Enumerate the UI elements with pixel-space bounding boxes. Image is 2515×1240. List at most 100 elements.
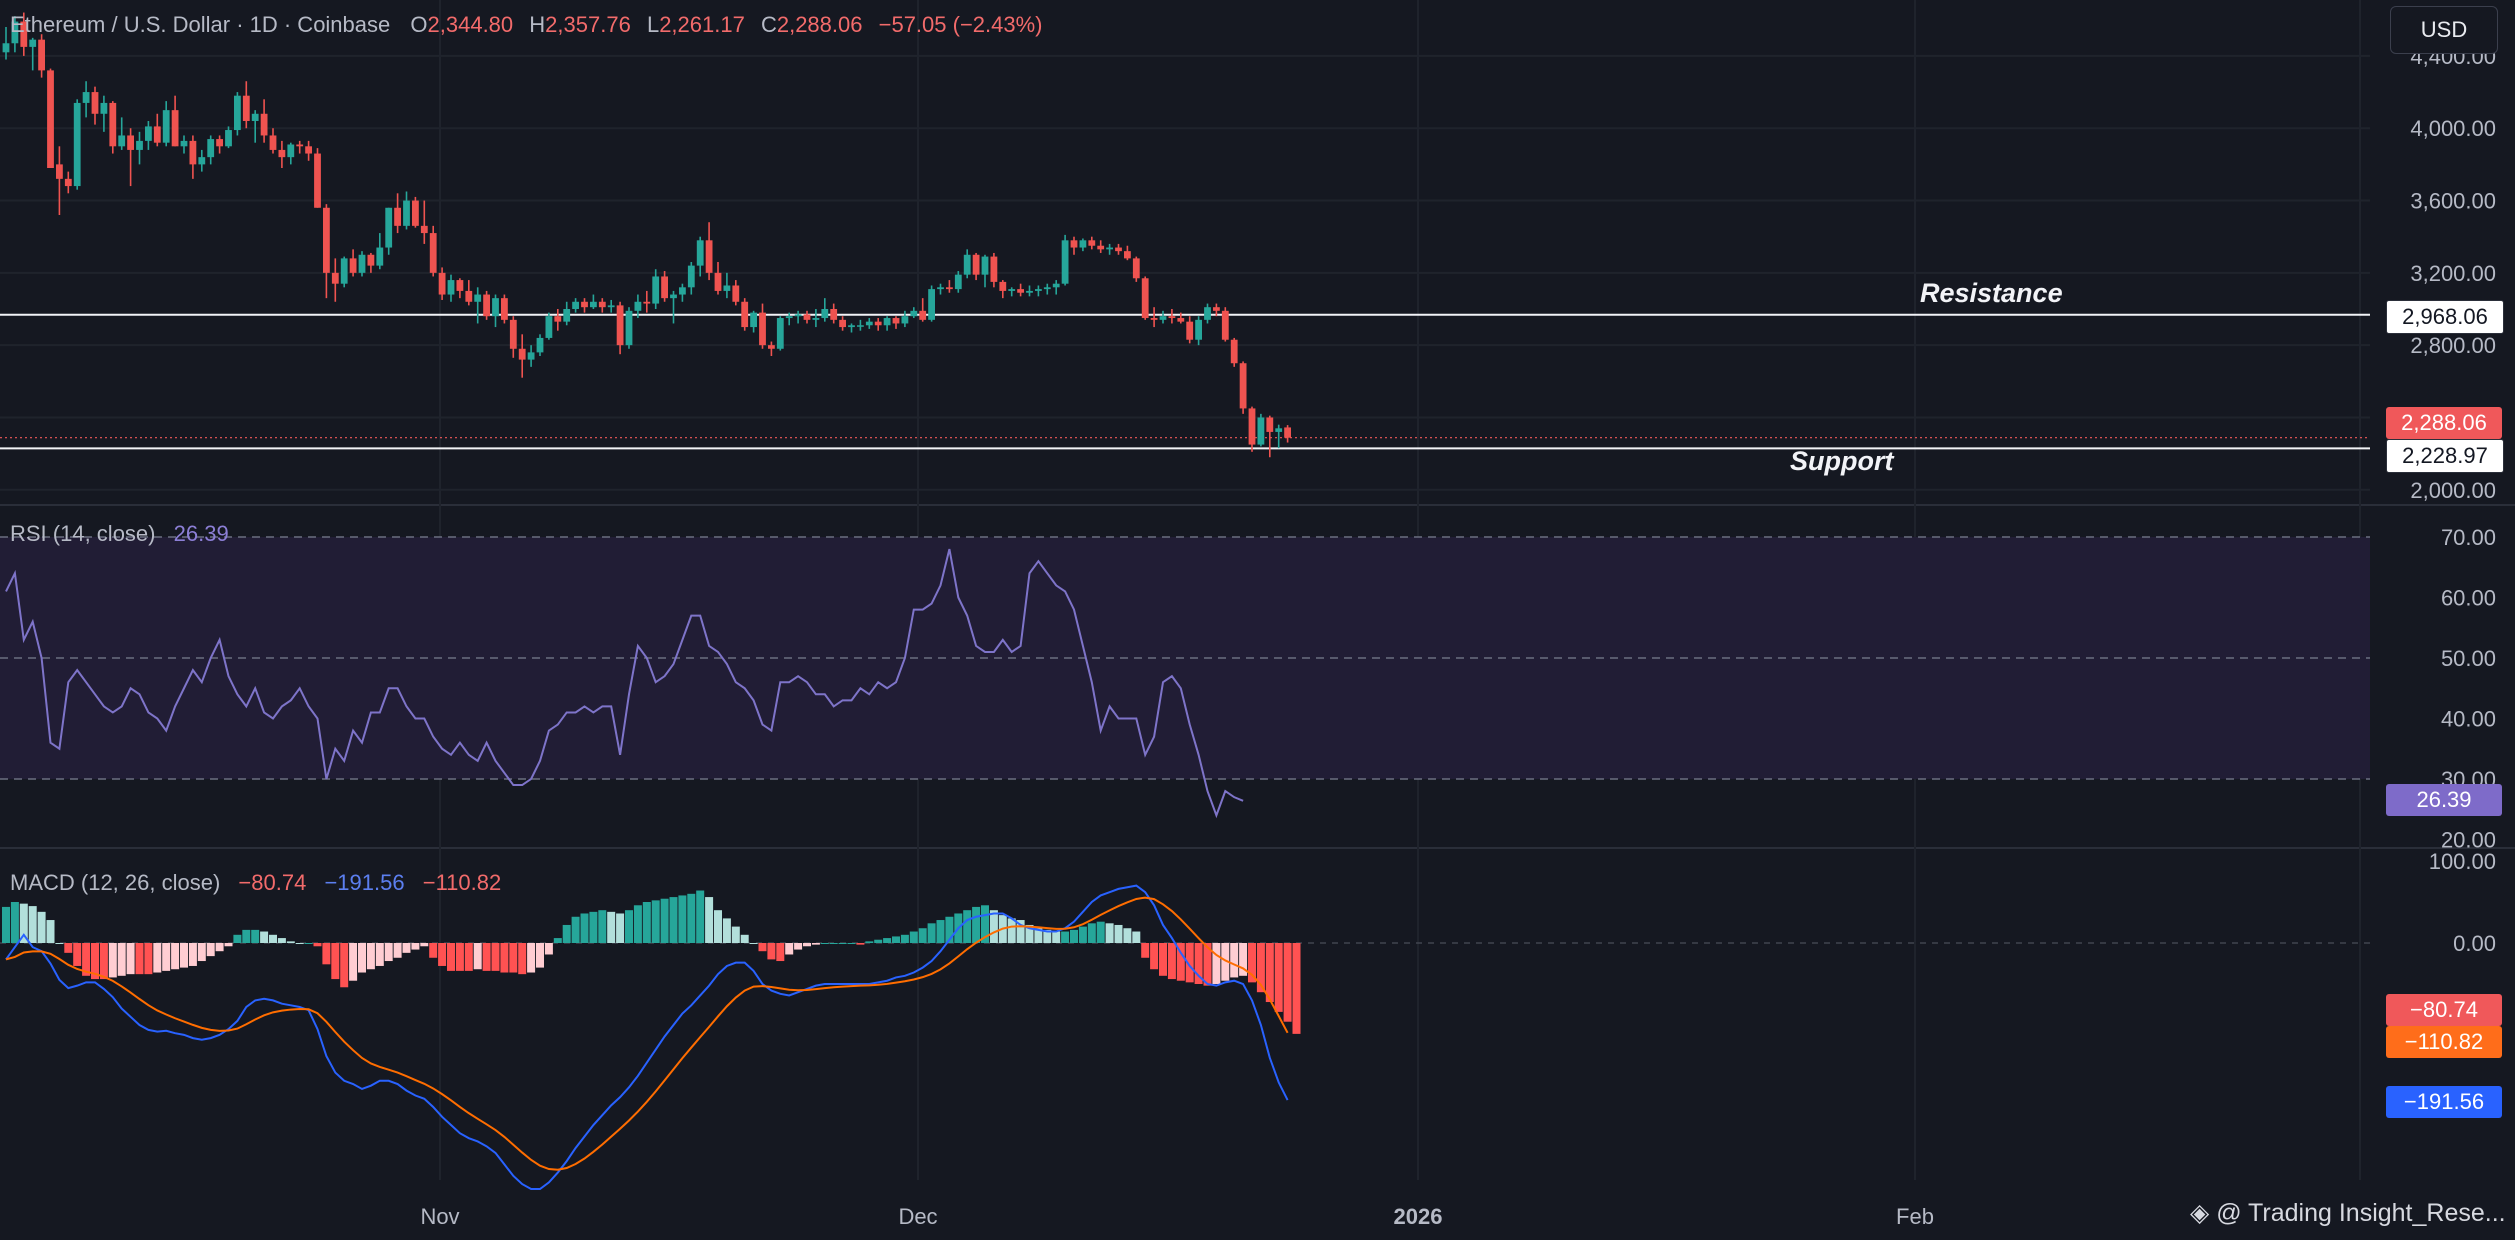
time-axis-label: Nov: [420, 1204, 459, 1229]
candle-body: [447, 280, 455, 295]
macd-histogram-bar: [1256, 943, 1265, 993]
candle-body: [803, 314, 811, 320]
macd-histogram-bar: [731, 926, 740, 943]
rsi-legend[interactable]: RSI (14, close) 26.39: [10, 521, 229, 547]
candle-body: [928, 289, 935, 320]
rsi-value: 26.39: [173, 521, 229, 546]
candle-body: [340, 258, 348, 284]
candle-body: [109, 102, 117, 147]
candle: [234, 92, 241, 136]
macd-histogram-bar: [794, 943, 803, 950]
candle-body: [892, 318, 900, 324]
candle-body: [251, 113, 259, 121]
candle-body: [47, 70, 54, 168]
candle-body: [376, 247, 384, 266]
macd-histogram-bar: [411, 943, 420, 950]
macd-histogram-bar: [1025, 924, 1034, 943]
candle-body: [29, 39, 37, 47]
resistance-price-tag: 2,968.06: [2386, 300, 2504, 334]
macd-histogram-bar: [153, 943, 162, 973]
candle: [314, 148, 321, 208]
symbol-legend: Ethereum / U.S. Dollar · 1D · Coinbase O…: [10, 12, 1043, 38]
candle-body: [1141, 278, 1149, 319]
time-axis-label: 2026: [1394, 1204, 1443, 1229]
candle: [1097, 240, 1105, 253]
rsi-axis-label: 70.00: [2441, 525, 2496, 550]
candle: [714, 262, 722, 295]
candle: [643, 290, 651, 313]
macd-legend[interactable]: MACD (12, 26, close) −80.74 −191.56 −110…: [10, 870, 501, 896]
macd-histogram-bar: [242, 929, 251, 943]
candle-body: [696, 240, 704, 266]
candle: [118, 117, 126, 150]
candle-body: [972, 254, 980, 275]
macd-histogram-bar: [963, 910, 972, 943]
macd-signal-value: −191.56: [324, 870, 405, 895]
macd-histogram-bar: [1043, 929, 1052, 943]
macd-histogram-bar: [1132, 931, 1141, 943]
macd-histogram-bar: [188, 943, 197, 966]
candle: [207, 135, 215, 165]
candle-body: [963, 254, 971, 275]
macd-histogram-bar: [482, 943, 491, 971]
candle-body: [848, 325, 855, 328]
candle-body: [207, 139, 215, 158]
macd-histogram-bar: [224, 943, 233, 947]
macd-histogram-bar: [651, 900, 660, 943]
candle: [652, 269, 660, 309]
candle-body: [136, 140, 143, 150]
candle: [100, 95, 108, 132]
candle: [1052, 280, 1060, 295]
candle: [162, 101, 170, 147]
macd-histogram-bar: [811, 943, 820, 945]
candle-body: [821, 309, 829, 319]
candle: [56, 146, 63, 215]
macd-histogram-bar: [384, 943, 393, 962]
macd-histogram-bar: [829, 943, 838, 944]
candle: [616, 301, 624, 355]
candle-body: [394, 207, 401, 226]
candle: [260, 99, 268, 143]
macd-histogram-bar: [874, 939, 883, 943]
candle-body: [616, 305, 624, 346]
candle-body: [171, 110, 179, 147]
macd-histogram-bar: [1123, 928, 1132, 943]
macd-histogram-bar: [518, 943, 527, 975]
candle: [634, 294, 642, 319]
macd-histogram-bar: [286, 941, 295, 943]
candle-body: [563, 309, 571, 322]
candle: [171, 95, 179, 147]
candle-body: [741, 301, 749, 328]
macd-histogram-bar: [1007, 918, 1016, 943]
candle: [750, 310, 757, 333]
macd-label: MACD (12, 26, close): [10, 870, 221, 895]
candle: [670, 290, 677, 324]
candle: [82, 81, 90, 118]
macd-histogram-bar: [1185, 943, 1194, 983]
macd-histogram-bar: [1167, 943, 1176, 980]
macd-histogram-bar: [856, 943, 865, 945]
candle-body: [776, 318, 784, 349]
candle-body: [2, 43, 10, 53]
rsi-axis-label: 50.00: [2441, 646, 2496, 671]
candle-body: [1213, 307, 1220, 311]
candle: [1035, 285, 1042, 297]
macd-histogram-bar: [215, 943, 224, 952]
candle-body: [1061, 240, 1069, 284]
macd-histogram-bar: [37, 911, 46, 943]
candle-body: [456, 280, 464, 291]
candle-body: [1008, 289, 1016, 291]
candle-body: [536, 337, 544, 353]
candle-body: [687, 265, 695, 288]
candle: [776, 316, 784, 351]
candle: [892, 316, 900, 329]
candle-body: [883, 318, 891, 326]
currency-button[interactable]: USD: [2390, 6, 2498, 54]
candle-body: [198, 157, 206, 165]
candle: [554, 309, 562, 331]
candle: [127, 128, 134, 187]
candle: [2, 27, 10, 60]
candle-body: [358, 254, 366, 273]
symbol-title[interactable]: Ethereum / U.S. Dollar · 1D · Coinbase: [10, 12, 391, 37]
